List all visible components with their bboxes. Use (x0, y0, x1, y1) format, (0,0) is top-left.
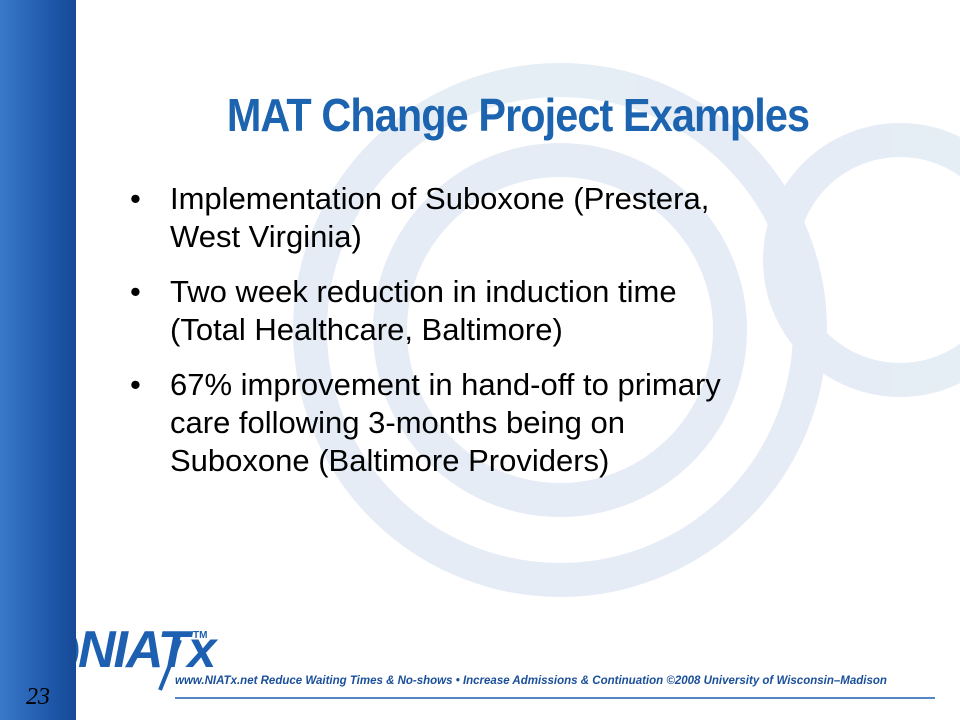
bullet-line: West Virginia) (170, 219, 362, 254)
bullet-line: care following 3-months being on (170, 405, 625, 440)
bullet-line: (Total Healthcare, Baltimore) (170, 312, 563, 347)
page-number: 23 (26, 684, 50, 710)
bullet-list: Implementation of Suboxone (Prestera,Wes… (130, 180, 930, 497)
bullet: Implementation of Suboxone (Prestera,Wes… (130, 180, 930, 256)
bullet-line: 67% improvement in hand-off to primary (170, 367, 721, 402)
bullet-line: Suboxone (Baltimore Providers) (170, 443, 610, 478)
bullet-line: Implementation of Suboxone (Prestera, (170, 181, 710, 216)
trademark: TM (193, 630, 208, 641)
sidebar (0, 0, 76, 720)
bullet-line: Two week reduction in induction time (170, 274, 677, 309)
bullet: Two week reduction in induction time(Tot… (130, 273, 930, 349)
logo: NIATx (78, 621, 216, 679)
footer: www.NIATx.net Reduce Waiting Times & No-… (175, 675, 887, 687)
slide-title: MAT Change Project Examples (226, 89, 810, 141)
bullet: 67% improvement in hand-off to primaryca… (130, 366, 930, 480)
